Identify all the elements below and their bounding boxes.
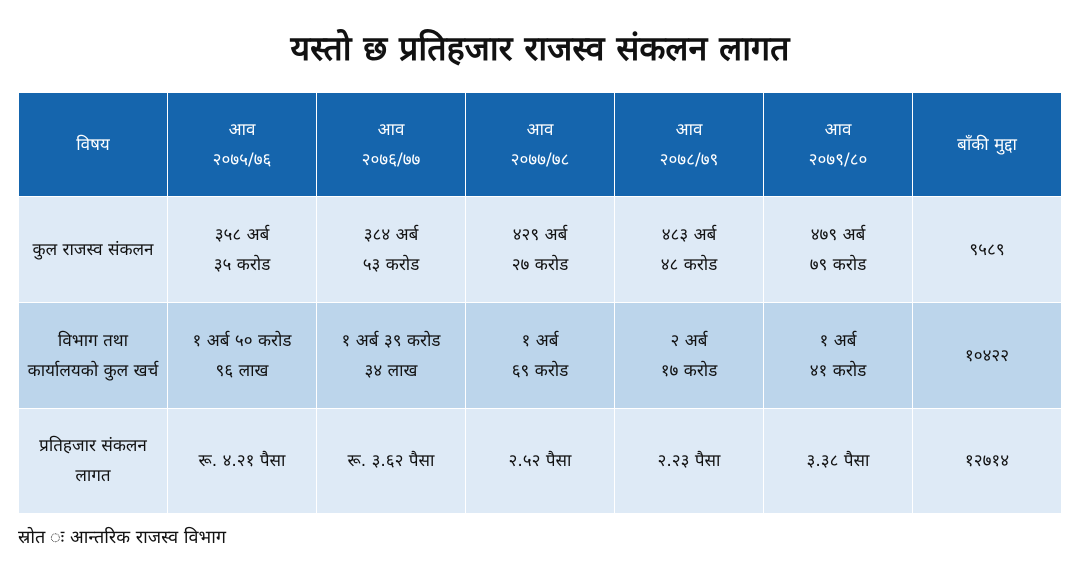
value-cell: १ अर्ब ५० करोड ९६ लाख xyxy=(167,302,317,409)
cell-line: १ अर्ब xyxy=(819,330,857,351)
cell-line: २०७६/७७ xyxy=(361,149,421,170)
row-label-cell: कुल राजस्व संकलन xyxy=(18,196,168,303)
cell-line: विषय xyxy=(76,134,110,155)
cell-line: कुल राजस्व संकलन xyxy=(32,239,154,260)
row-label-cell: विभाग तथा कार्यालयको कुल खर्च xyxy=(18,302,168,409)
cell-line: रू. ३.६२ पैसा xyxy=(347,451,435,471)
value-cell: ४८३ अर्ब ४८ करोड xyxy=(614,196,764,303)
cell-line: कार्यालयको कुल खर्च xyxy=(27,360,159,381)
cell-line: १७ करोड xyxy=(660,360,718,381)
header-cell: आव २०७९/८० xyxy=(763,92,913,197)
cell-line: ७९ करोड xyxy=(809,254,867,275)
revenue-table: विषय आव २०७५/७६ आव २०७६/७७ आव २०७७/७८ आव २०७८/७९… xyxy=(18,92,1062,514)
value-cell: २.२३ पैसा xyxy=(614,408,764,514)
value-cell: ३५८ अर्ब ३५ करोड xyxy=(167,196,317,303)
cell-line: २ अर्ब xyxy=(670,330,708,351)
header-cell: आव २०७६/७७ xyxy=(316,92,466,197)
cell-line: १०४२२ xyxy=(964,345,1010,366)
cell-line: आव xyxy=(228,119,256,140)
value-cell: ४७९ अर्ब ७९ करोड xyxy=(763,196,913,303)
value-cell: १ अर्ब ३९ करोड ३४ लाख xyxy=(316,302,466,409)
value-cell: २.५२ पैसा xyxy=(465,408,615,514)
cell-line: प्रतिहजार संकलन xyxy=(39,436,147,456)
table-row: प्रतिहजार संकलन लागत रू. ४.२१ पैसा रू. ३.६२… xyxy=(18,408,1062,514)
header-cell: आव २०७८/७९ xyxy=(614,92,764,197)
header-cell: आव २०७५/७६ xyxy=(167,92,317,197)
row-label-cell: प्रतिहजार संकलन लागत xyxy=(18,408,168,514)
cell-line: आव xyxy=(824,119,852,140)
value-cell: ४२९ अर्ब २७ करोड xyxy=(465,196,615,303)
cell-line: १ अर्ब xyxy=(521,330,559,351)
cell-line: ५३ करोड xyxy=(362,254,420,275)
cell-line: ४८ करोड xyxy=(660,254,718,275)
cell-line: ३५ करोड xyxy=(213,254,271,275)
cell-line: ४८३ अर्ब xyxy=(661,224,717,245)
chart-title: यस्तो छ प्रतिहजार राजस्व संकलन लागत xyxy=(290,29,790,69)
header-row: विषय आव २०७५/७६ आव २०७६/७७ आव २०७७/७८ आव २०७८/७९… xyxy=(18,92,1062,197)
value-cell: २ अर्ब १७ करोड xyxy=(614,302,764,409)
value-cell: रू. ३.६२ पैसा xyxy=(316,408,466,514)
cell-line: ६९ करोड xyxy=(511,360,569,381)
cell-line: ३५८ अर्ब xyxy=(214,224,270,245)
cell-line: विभाग तथा xyxy=(57,330,129,351)
cell-line: आव xyxy=(377,119,405,140)
cell-line: बाँकी मुद्दा xyxy=(957,134,1017,155)
table-row: कुल राजस्व संकलन ३५८ अर्ब ३५ करोड ३८४ अर्ब ५… xyxy=(18,196,1062,303)
cell-line: ९६ लाख xyxy=(215,360,269,381)
value-cell: १०४२२ xyxy=(912,302,1062,409)
cell-line: २.२३ पैसा xyxy=(657,451,721,471)
table-row: विभाग तथा कार्यालयको कुल खर्च १ अर्ब ५० कर… xyxy=(18,302,1062,409)
value-cell: रू. ४.२१ पैसा xyxy=(167,408,317,514)
cell-line: रू. ४.२१ पैसा xyxy=(198,451,286,471)
cell-line: आव xyxy=(675,119,703,140)
cell-line: ४२९ अर्ब xyxy=(512,224,568,245)
value-cell: ९५८९ xyxy=(912,196,1062,303)
cell-line: १ अर्ब ५० करोड xyxy=(192,330,292,351)
table-body: विषय आव २०७५/७६ आव २०७६/७७ आव २०७७/७८ आव २०७८/७९… xyxy=(18,92,1062,514)
cell-line: २७ करोड xyxy=(511,254,569,275)
cell-line: आव xyxy=(526,119,554,140)
cell-line: ३८४ अर्ब xyxy=(363,224,419,245)
cell-line: लागत xyxy=(75,466,111,486)
value-cell: १ अर्ब ६९ करोड xyxy=(465,302,615,409)
value-cell: १ अर्ब ४१ करोड xyxy=(763,302,913,409)
source-note: स्रोत ः आन्तरिक राजस्व विभाग xyxy=(18,527,226,548)
cell-line: २०७५/७६ xyxy=(212,149,272,170)
header-cell: विषय xyxy=(18,92,168,197)
cell-line: २०७८/७९ xyxy=(659,149,719,170)
cell-line: २.५२ पैसा xyxy=(508,451,572,471)
cell-line: १२७१४ xyxy=(964,451,1010,471)
cell-line: २०७७/७८ xyxy=(510,149,570,170)
cell-line: ३.३८ पैसा xyxy=(806,451,870,471)
cell-line: ४१ करोड xyxy=(809,360,867,381)
value-cell: १२७१४ xyxy=(912,408,1062,514)
cell-line: ९५८९ xyxy=(969,239,1005,260)
cell-line: २०७९/८० xyxy=(808,149,868,170)
cell-line: १ अर्ब ३९ करोड xyxy=(341,330,441,351)
value-cell: ३.३८ पैसा xyxy=(763,408,913,514)
value-cell: ३८४ अर्ब ५३ करोड xyxy=(316,196,466,303)
header-cell: आव २०७७/७८ xyxy=(465,92,615,197)
cell-line: ३४ लाख xyxy=(364,360,418,381)
cell-line: ४७९ अर्ब xyxy=(810,224,866,245)
header-cell: बाँकी मुद्दा xyxy=(912,92,1062,197)
